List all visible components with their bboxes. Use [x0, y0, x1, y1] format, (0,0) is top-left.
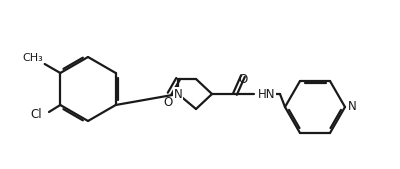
Text: N: N — [174, 88, 182, 101]
Text: O: O — [164, 96, 173, 109]
Text: N: N — [348, 101, 357, 114]
Text: CH₃: CH₃ — [22, 53, 43, 63]
Text: O: O — [238, 73, 248, 86]
Text: Cl: Cl — [30, 108, 42, 122]
Text: HN: HN — [258, 88, 276, 101]
